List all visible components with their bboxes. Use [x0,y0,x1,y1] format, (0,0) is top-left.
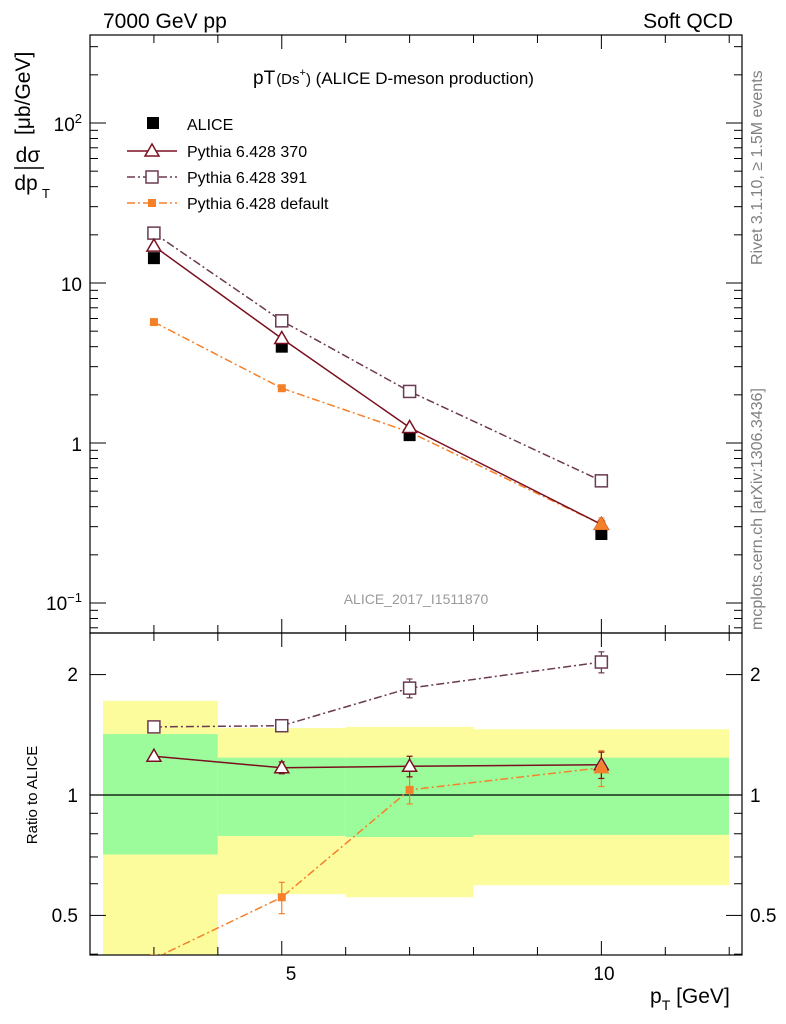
ratio-ytick-left-0.5: 0.5 [52,906,78,927]
ratio-uncertainty-bands [103,700,729,955]
legend-label-pydef: Pythia 6.428 default [187,196,329,213]
ratio-ytick-left-2: 2 [67,665,78,686]
py391-line [153,232,602,482]
legend-label-alice: ALICE [187,117,233,134]
ytick-label-100: 102 [54,111,82,136]
ratio-pydef-point [405,785,414,794]
py370-point [401,419,418,434]
py370-point [145,237,163,252]
alice-point [595,527,608,540]
pydef-point [149,318,158,327]
ratio-py391-point [275,718,289,733]
legend-marker-py391 [145,170,159,184]
header-left-label: 7000 GeV pp [103,10,227,33]
legend-label-py370: Pythia 6.428 370 [187,144,307,161]
py370-point [273,329,291,345]
x-axis-label: pT [GeV] [650,985,730,1013]
main-y-tick-labels: 10−1 1 10 102 [46,111,82,615]
py391-point [147,226,161,240]
xtick-label-10: 10 [593,964,614,985]
main-series-group [145,226,610,540]
title-rest: (ALICE D-meson production) [311,69,534,88]
ytick-label-1: 1 [71,435,82,456]
header-right-label: Soft QCD [643,10,733,33]
legend-marker-pydef [148,199,156,207]
title-main: pT [253,68,276,89]
py370-line [153,245,602,526]
ylabel-sub-t: T [42,186,50,201]
ytick-label-0.1: 10−1 [46,590,82,615]
chart-title: pT(Ds+) (ALICE D-meson production) [253,67,534,89]
ratio-plot-frame [89,632,743,956]
ratio-py391-point [147,720,161,734]
legend: ALICE Pythia 6.428 370 Pythia 6.428 391 … [127,117,329,213]
ratio-ytick-right-0.5: 0.5 [750,906,776,927]
py391-point [594,474,609,488]
legend-label-py391: Pythia 6.428 391 [187,170,307,187]
ratio-pydef-point-overlap [593,759,610,774]
rivet-label: Rivet 3.1.10, ≥ 1.5M events [749,70,766,265]
pydef-point [277,384,286,393]
ratio-ytick-left-1: 1 [67,786,78,807]
legend-marker-py370 [143,142,161,157]
ratio-py391-point [594,655,609,669]
ratio-py370-point [273,759,291,774]
ratio-py370-line [153,755,602,769]
ratio-pydef-point [277,893,286,902]
ratio-y-axis-label: Ratio to ALICE [24,746,41,844]
ytick-label-10: 10 [61,275,82,296]
ratio-py370-point [145,747,163,762]
analysis-id-label: ALICE_2017_I1511870 [344,591,489,607]
pydef-point-overlap [593,516,610,530]
ratio-band-green-0 [103,734,218,855]
main-y-axis-label: dσ dp T [μb/GeV] [12,52,50,201]
x-tick-labels: 5 10 [286,964,615,985]
ratio-y-tick-labels: 0.5 1 2 0.5 1 2 [52,665,777,927]
title-close: ) [306,71,311,88]
legend-marker-alice [147,117,159,129]
py391-point [402,384,417,399]
ratio-ytick-right-1: 1 [750,786,761,807]
py391-point [275,314,289,328]
title-sub: (Ds [276,71,299,88]
ylabel-numerator: dσ [16,144,41,167]
ratio-pydef-line [159,766,602,955]
ratio-pydef-point [149,954,158,955]
ratio-series-group [145,651,610,955]
ylabel-denominator: dp [14,172,37,195]
ratio-ytick-right-2: 2 [750,665,761,686]
pydef-line [153,321,602,526]
ratio-py370-point [401,757,418,772]
ratio-py391-point [402,681,417,695]
title-sup: + [300,67,306,79]
alice-point [147,252,160,265]
ylabel-units: [μb/GeV] [12,52,35,135]
ratio-py391-line [153,661,602,728]
xtick-label-5: 5 [286,964,297,985]
mcplots-label: mcplots.cern.ch [arXiv:1306.3436] [749,388,766,630]
